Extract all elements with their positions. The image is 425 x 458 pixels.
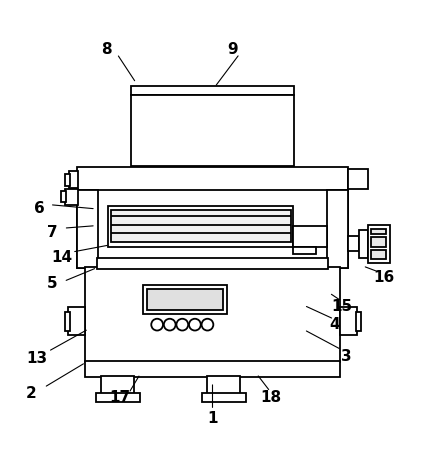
Text: 13: 13 [27,351,48,365]
Text: 15: 15 [331,299,352,314]
Bar [131,95,294,166]
Bar [85,361,340,376]
Text: 16: 16 [373,270,394,285]
Text: 7: 7 [47,225,57,240]
Bar [202,393,246,402]
Bar [69,171,78,188]
Bar [77,167,348,191]
Bar [77,190,98,267]
Bar [147,289,223,310]
Bar [327,190,348,267]
Text: 1: 1 [207,411,218,426]
Bar [96,393,140,402]
Text: 2: 2 [26,386,37,401]
Text: 14: 14 [51,250,72,265]
Text: 17: 17 [109,390,130,405]
Text: 9: 9 [227,42,238,57]
Bar [357,311,361,331]
Bar [68,307,85,335]
Text: 5: 5 [47,276,57,291]
Bar [65,311,70,331]
Bar [131,87,294,95]
Bar [371,229,386,234]
Bar [359,230,368,257]
Text: 6: 6 [34,202,45,216]
Bar [97,258,328,269]
Bar [111,210,291,242]
Text: 4: 4 [329,317,340,332]
Bar [348,169,368,189]
Bar [207,376,240,395]
Text: 3: 3 [341,349,352,365]
Bar [371,237,386,246]
Bar [143,285,227,314]
Bar [340,307,357,335]
Bar [65,174,70,186]
Bar [348,236,359,251]
Bar [293,246,316,254]
Text: 8: 8 [102,42,112,57]
Bar [85,267,340,362]
Bar [101,376,134,395]
Bar [371,250,386,259]
Bar [61,191,66,202]
Bar [293,227,327,246]
Bar [108,206,293,246]
Bar [77,190,348,267]
Bar [65,189,78,205]
Text: 18: 18 [260,390,281,405]
Bar [368,225,389,263]
